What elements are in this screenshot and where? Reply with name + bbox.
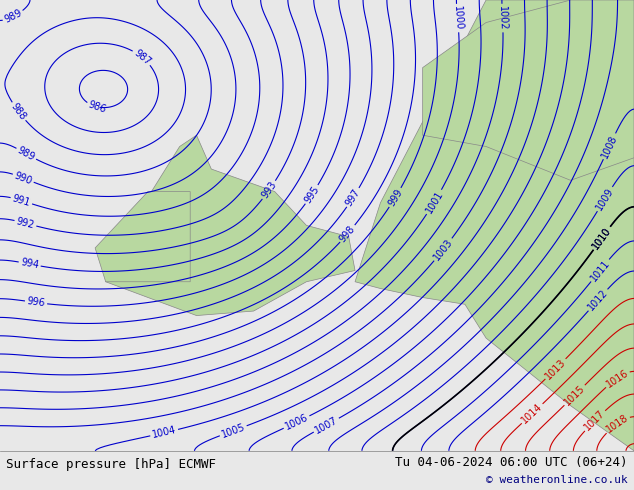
Text: 986: 986: [87, 99, 108, 115]
Text: 989: 989: [3, 8, 23, 25]
Text: 1011: 1011: [588, 258, 612, 283]
Text: 989: 989: [16, 145, 37, 163]
Text: 1015: 1015: [562, 383, 587, 407]
Text: 1017: 1017: [583, 409, 607, 433]
Text: 996: 996: [26, 296, 46, 309]
Text: 1002: 1002: [497, 5, 508, 30]
Text: 998: 998: [338, 223, 358, 244]
Text: 1013: 1013: [543, 357, 568, 381]
Text: 1001: 1001: [424, 189, 445, 215]
Polygon shape: [106, 135, 355, 316]
Text: 992: 992: [15, 216, 36, 230]
Text: 1005: 1005: [220, 422, 247, 440]
Text: 1009: 1009: [594, 186, 616, 212]
Text: 1014: 1014: [520, 402, 545, 426]
Text: Tu 04-06-2024 06:00 UTC (06+24): Tu 04-06-2024 06:00 UTC (06+24): [395, 456, 628, 469]
Polygon shape: [423, 0, 634, 180]
Text: 1004: 1004: [151, 425, 178, 441]
Text: 987: 987: [132, 48, 152, 67]
Text: 1003: 1003: [432, 237, 455, 262]
Text: 990: 990: [13, 170, 34, 186]
Text: 1007: 1007: [313, 415, 340, 436]
Polygon shape: [355, 0, 634, 451]
Text: 997: 997: [344, 187, 362, 208]
Text: 1016: 1016: [604, 368, 630, 389]
Text: 991: 991: [11, 193, 32, 208]
Text: © weatheronline.co.uk: © weatheronline.co.uk: [486, 475, 628, 485]
Text: 1018: 1018: [604, 413, 630, 435]
Text: 1010: 1010: [591, 225, 613, 251]
Text: 993: 993: [260, 179, 278, 200]
Text: Surface pressure [hPa] ECMWF: Surface pressure [hPa] ECMWF: [6, 458, 216, 471]
Text: 1000: 1000: [451, 5, 463, 31]
Text: 1012: 1012: [586, 288, 610, 313]
Polygon shape: [95, 192, 190, 282]
Text: 1006: 1006: [283, 413, 310, 432]
Text: 994: 994: [20, 257, 40, 270]
Text: 988: 988: [9, 101, 28, 122]
Text: 1010: 1010: [591, 225, 613, 251]
Text: 999: 999: [386, 187, 404, 208]
Text: 1008: 1008: [600, 133, 619, 159]
Text: 995: 995: [302, 184, 321, 205]
